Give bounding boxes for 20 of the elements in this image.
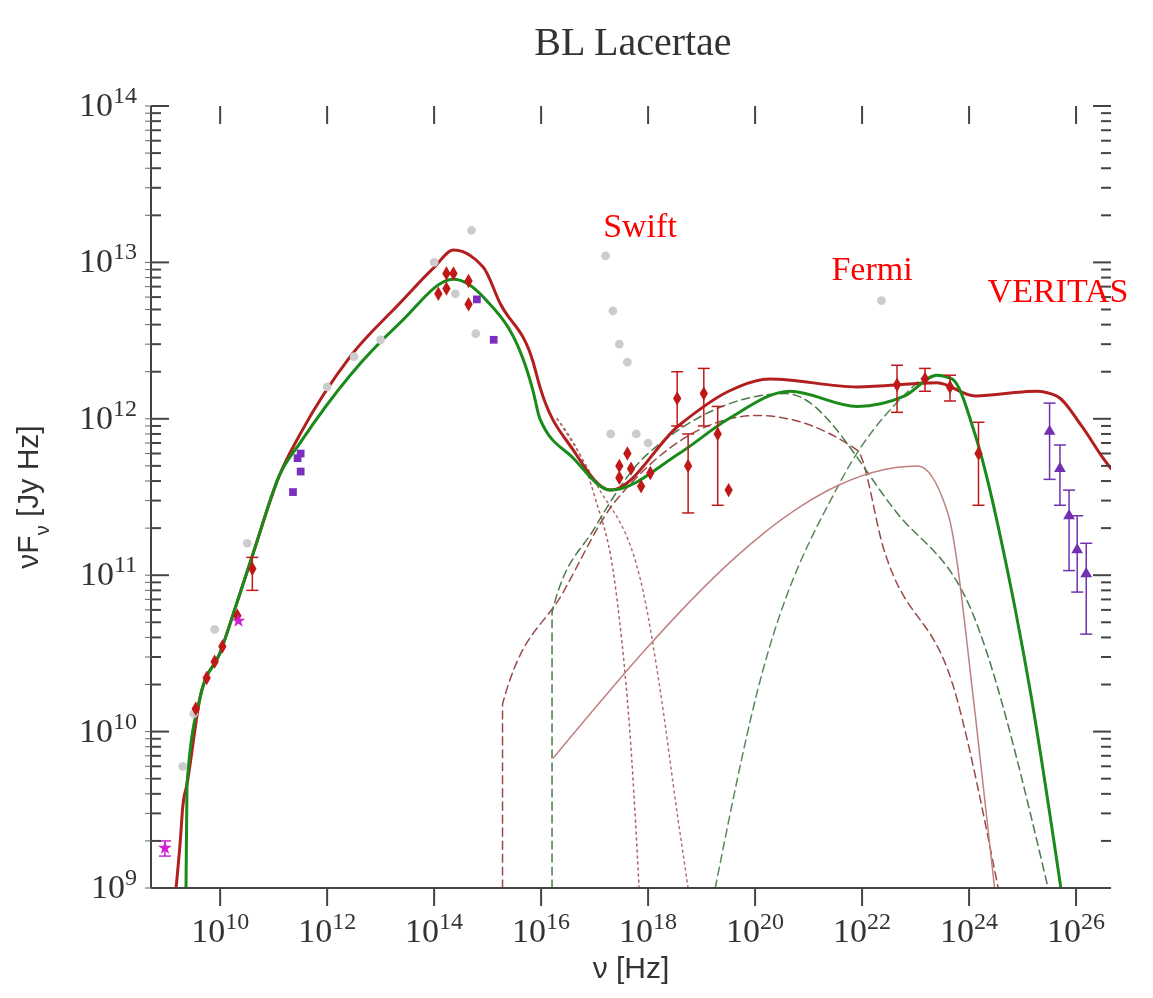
y-tick-label: 10$^{10}$ <box>79 707 137 749</box>
chart-title: BL Lacertae <box>533 18 733 65</box>
y-tick-label: 10$^{12}$ <box>79 394 137 436</box>
x-tick-label: 10$^{18}$ <box>619 908 678 949</box>
x-tick-label: 10$^{20}$ <box>726 908 785 949</box>
y-tick-label: 10$^{14}$ <box>79 82 137 123</box>
x-tick-label: 10$^{26}$ <box>1047 908 1106 949</box>
x-tick-label: 10$^{24}$ <box>940 908 999 949</box>
annotation: Swift <box>603 207 678 244</box>
y-tick-label: 10$^{11}$ <box>79 551 137 593</box>
annotation: VERITAS <box>987 272 1129 309</box>
x-tick-label: 10$^{22}$ <box>833 908 892 949</box>
x-tick-label: 10$^{14}$ <box>405 908 464 949</box>
y-tick-label: 10$^{13}$ <box>79 238 137 280</box>
x-axis-title: ν [Hz] <box>592 951 670 984</box>
x-tick-label: 10$^{12}$ <box>298 908 357 949</box>
annotation: Fermi <box>831 250 913 287</box>
x-tick-label: 10$^{16}$ <box>512 908 571 949</box>
y-tick-label: 10$^{9}$ <box>91 864 137 905</box>
x-tick-label: 10$^{10}$ <box>191 908 250 949</box>
